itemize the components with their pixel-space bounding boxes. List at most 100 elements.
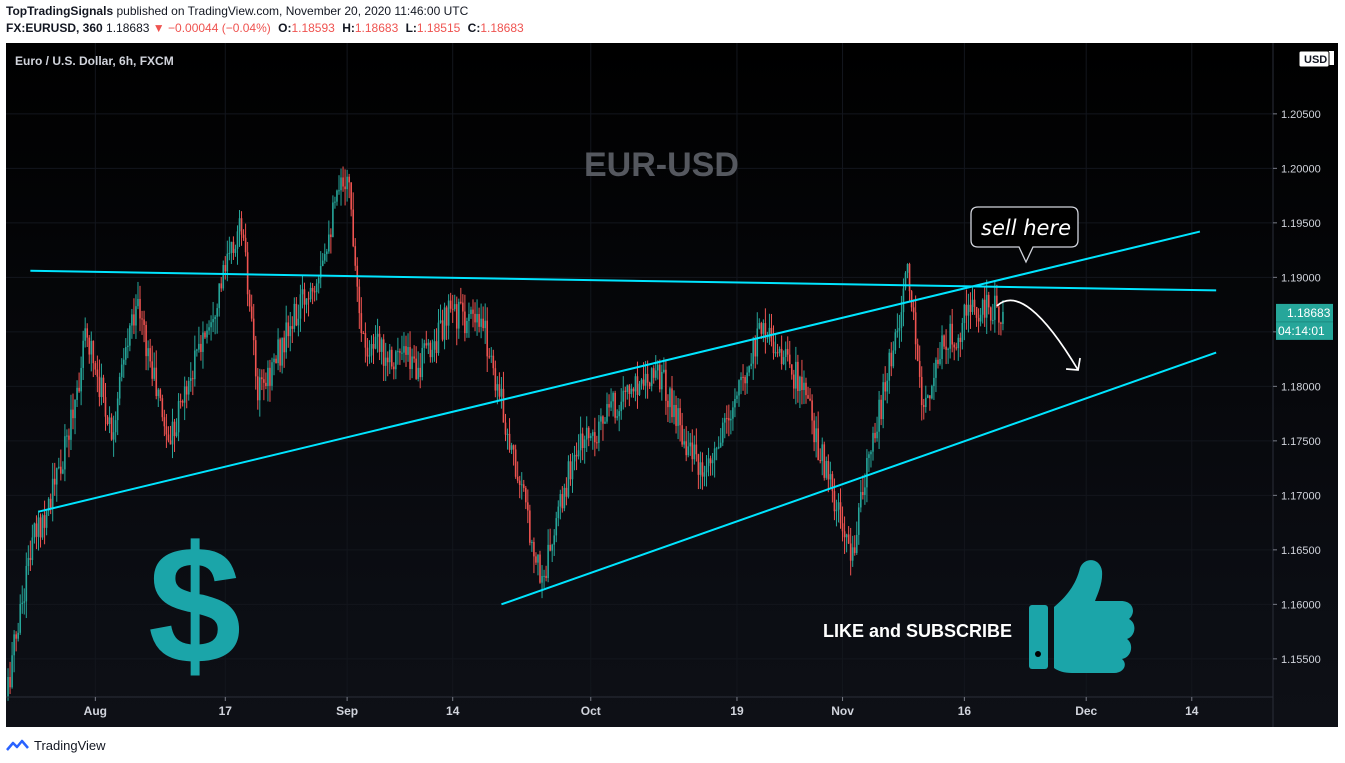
candle-body — [114, 420, 117, 433]
candle-body — [622, 390, 625, 402]
price-tick-label: 1.15500 — [1281, 654, 1321, 666]
candle-body — [774, 352, 777, 354]
candle-body — [527, 502, 529, 511]
candle-body — [441, 320, 444, 340]
candle-body — [317, 277, 320, 284]
candle-body — [455, 304, 458, 329]
candle-body — [715, 448, 718, 450]
price-chart[interactable]: 1.15500 1.16000 1.16500 1.17000 1.17500 1.180… — [6, 43, 1338, 727]
candle-body — [281, 337, 283, 366]
candle-body — [502, 388, 505, 423]
candle-body — [141, 318, 143, 320]
candle-body — [750, 363, 752, 367]
candle-body — [563, 487, 566, 509]
candle-body — [567, 461, 570, 497]
candle-body — [673, 404, 675, 418]
candle-body — [273, 358, 275, 363]
candle-body — [104, 397, 107, 417]
candle-body — [591, 432, 594, 436]
candle-body — [522, 484, 525, 488]
candle-body — [904, 272, 907, 289]
candle-body — [27, 557, 30, 566]
time-tick-label: 16 — [958, 704, 972, 718]
candle-body — [835, 509, 838, 512]
candle-body — [234, 248, 237, 253]
candle-body — [449, 300, 452, 309]
candle-body — [171, 421, 174, 445]
candle-body — [338, 190, 340, 192]
time-tick-label: 17 — [219, 704, 233, 718]
candle-body — [488, 356, 491, 358]
candle-body — [569, 461, 572, 480]
candle-body — [124, 347, 127, 360]
symbol-label: FX:EURUSD, 360 — [6, 21, 103, 35]
candle-body — [537, 554, 539, 563]
candle-body — [600, 416, 602, 422]
candle-body — [520, 484, 523, 486]
candle-body — [681, 425, 683, 445]
svg-text:$: $ — [148, 511, 241, 699]
candle-body — [366, 347, 369, 357]
candle-body — [439, 320, 442, 323]
candle-body — [744, 377, 746, 384]
candle-body — [924, 397, 927, 408]
candle-body — [106, 416, 109, 425]
candle-body — [860, 492, 862, 508]
candle-body — [829, 474, 832, 480]
candle-body — [202, 332, 204, 352]
candle-body — [685, 441, 688, 456]
candle-body — [845, 534, 848, 538]
currency-badge-label: USD — [1304, 54, 1327, 66]
candle-body — [989, 307, 992, 321]
candle-body — [726, 418, 728, 420]
chart-panel[interactable]: 1.15500 1.16000 1.16500 1.17000 1.17500 1.180… — [6, 43, 1338, 727]
candle-body — [801, 376, 803, 391]
author-name[interactable]: TopTradingSignals — [6, 4, 114, 18]
candle-body — [975, 306, 978, 318]
candle-body — [803, 382, 805, 391]
candle-body — [736, 395, 738, 399]
candle-body — [827, 461, 830, 480]
candle-body — [82, 340, 84, 368]
currency-badge[interactable] — [1298, 50, 1330, 68]
tradingview-footer[interactable]: TradingView — [6, 736, 106, 754]
candle-body — [898, 327, 901, 331]
candle-body — [756, 328, 759, 357]
candle-body — [344, 186, 346, 190]
candle-body — [25, 565, 28, 602]
candle-body — [263, 379, 265, 383]
candle-body — [707, 458, 710, 467]
candle-body — [857, 507, 860, 535]
candle-body — [445, 307, 448, 326]
candle-body — [849, 543, 852, 561]
candle-body — [665, 369, 667, 401]
candle-body — [228, 252, 231, 254]
candle-body — [853, 547, 856, 553]
candle-body — [539, 554, 541, 583]
candle-body — [782, 357, 785, 365]
candle-body — [279, 339, 281, 366]
candle-body — [947, 348, 949, 350]
high-label: H: — [342, 21, 355, 35]
candle-body — [66, 435, 68, 437]
candle-body — [212, 319, 214, 323]
candle-body — [508, 433, 511, 450]
candle-body — [187, 380, 190, 395]
chart-legend-title: Euro / U.S. Dollar, 6h, FXCM — [15, 54, 174, 68]
candle-body — [9, 677, 11, 688]
candle-body — [788, 354, 791, 365]
candle-body — [1000, 322, 1002, 324]
candle-body — [945, 346, 947, 350]
candle-body — [64, 436, 66, 470]
candle-body — [135, 306, 137, 326]
candle-body — [516, 476, 519, 481]
candle-body — [198, 343, 200, 350]
candle-body — [825, 461, 828, 478]
candle-body — [480, 318, 482, 327]
candle-body — [419, 367, 422, 378]
candle-body — [210, 322, 212, 328]
candle-body — [983, 299, 986, 318]
candle-body — [374, 336, 377, 349]
candle-body — [963, 304, 966, 323]
candle-body — [443, 307, 446, 340]
